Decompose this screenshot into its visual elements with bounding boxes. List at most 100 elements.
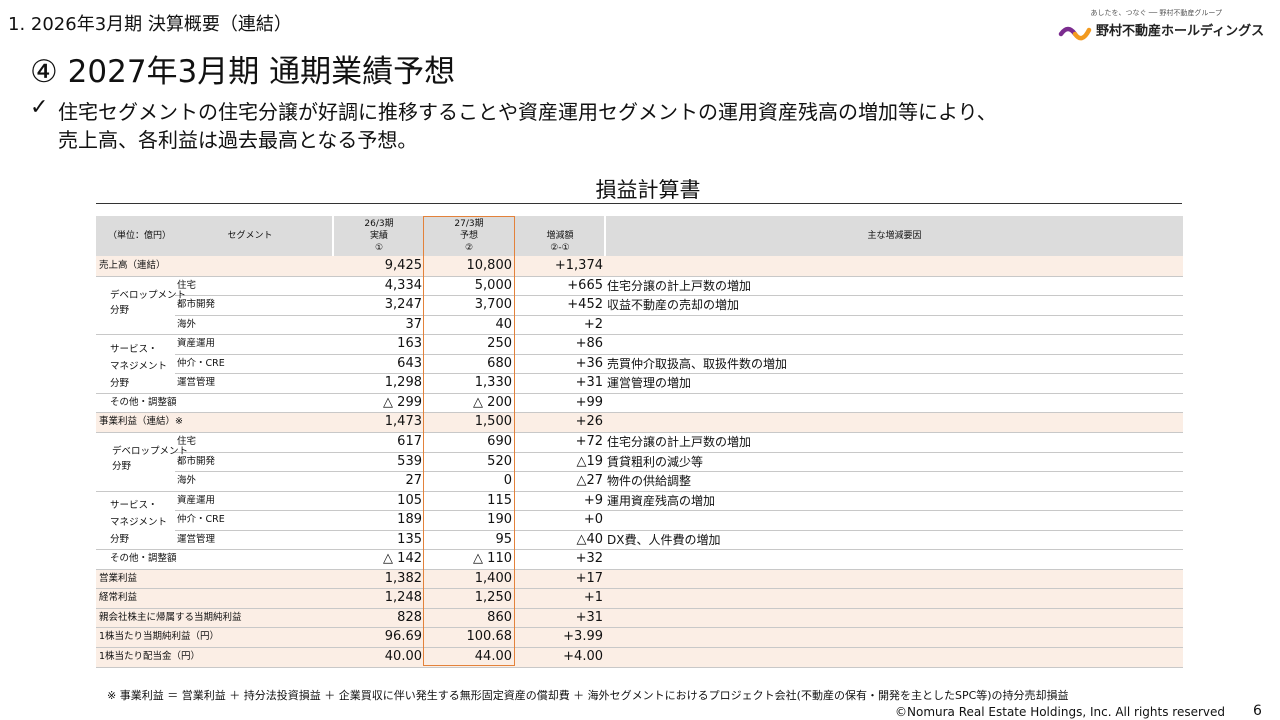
- row-divider: [96, 607, 1183, 609]
- cell-forecast: 860: [487, 609, 512, 625]
- row-divider: [175, 295, 1183, 297]
- cell-actual: 3,247: [384, 297, 422, 313]
- header-forecast-mark: ②: [464, 243, 474, 253]
- header-actual-mark: ①: [374, 243, 384, 253]
- group-label-line: マネジメント: [110, 517, 168, 528]
- cell-reason: 住宅分譲の計上戸数の増加: [607, 278, 752, 293]
- row-divider: [96, 275, 1183, 277]
- cell-forecast: 190: [487, 512, 512, 528]
- row-divider: [175, 471, 1183, 473]
- cell-forecast: 690: [487, 433, 512, 449]
- cell-change: △40: [576, 531, 603, 547]
- group-label-line: 分野: [112, 461, 132, 472]
- cell-actual: 96.69: [384, 629, 422, 645]
- row-shade: [96, 568, 1183, 589]
- row-shade: [96, 588, 1183, 608]
- row-label: 事業利益（連結）※: [99, 416, 183, 428]
- check-icon: ✓: [30, 95, 49, 120]
- cell-change: +3.99: [563, 629, 603, 645]
- header-forecast-period: 27/3期: [454, 219, 484, 229]
- row-shade: [96, 412, 1183, 432]
- cell-actual: 27: [405, 473, 422, 489]
- group-label-line: デベロップメント: [110, 290, 187, 301]
- header-forecast-label: 予想: [459, 231, 478, 241]
- cell-change: +665: [567, 277, 603, 293]
- footnote: ※ 事業利益 ＝ 営業利益 ＋ 持分法投資損益 ＋ 企業買収に伴い発生する無形固…: [107, 689, 1069, 702]
- group-label-line: 分野: [110, 378, 130, 389]
- row-sublabel: 住宅: [177, 435, 197, 447]
- cell-actual: 539: [397, 453, 422, 469]
- cell-actual: 1,473: [384, 414, 422, 430]
- group-label-line: 分野: [110, 305, 130, 316]
- row-sublabel: 運営管理: [177, 533, 216, 545]
- cell-forecast: 95: [495, 531, 512, 547]
- row-sublabel: 都市開発: [177, 299, 216, 311]
- group-label-service: サービス・ マネジメント 分野: [110, 341, 167, 392]
- bullet-line-2: 売上高、各利益は過去最高となる予想。: [58, 128, 418, 152]
- cell-actual: 643: [397, 355, 422, 371]
- cell-change: +99: [575, 394, 603, 410]
- row-label: 1株当たり当期純利益（円）: [99, 631, 220, 643]
- cell-change: +31: [575, 375, 603, 391]
- row-divider: [96, 588, 1183, 590]
- cell-change: +31: [575, 609, 603, 625]
- row-divider: [175, 451, 1183, 453]
- row-divider: [96, 392, 1183, 394]
- header-segment: セグメント: [227, 231, 273, 241]
- cell-actual: 163: [397, 336, 422, 352]
- cell-forecast: 5,000: [474, 277, 512, 293]
- row-label: その他・調整額: [110, 396, 177, 408]
- row-label: 売上高（連結）: [99, 260, 166, 271]
- cell-reason: 住宅分譲の計上戸数の増加: [607, 434, 752, 449]
- cell-change: +72: [575, 433, 603, 449]
- cell-forecast: 3,700: [474, 297, 512, 313]
- cell-forecast: △ 110: [473, 551, 512, 567]
- cell-forecast: 40: [495, 316, 512, 332]
- section-heading: 1. 2026年3月期 決算概要（連結）: [8, 14, 292, 35]
- cell-change: +17: [575, 570, 603, 586]
- group-label-line: デベロップメント: [112, 446, 189, 457]
- cell-actual: 9,425: [384, 258, 422, 273]
- row-divider: [96, 334, 1183, 336]
- header-reason: 主な増減要因: [867, 231, 922, 241]
- cell-change: +452: [567, 297, 603, 313]
- row-sublabel: 住宅: [177, 279, 197, 291]
- row-sublabel: 海外: [177, 318, 197, 330]
- cell-reason: 収益不動産の売却の増加: [607, 298, 740, 313]
- row-divider: [175, 353, 1183, 355]
- cell-reason: 物件の供給調整: [607, 474, 692, 489]
- cell-reason: 売買仲介取扱高、取扱件数の増加: [607, 356, 788, 371]
- cell-actual: 4,334: [384, 277, 422, 293]
- header-actual-period: 26/3期: [364, 219, 394, 229]
- group-label-development: デベロップメント 分野: [110, 288, 186, 318]
- cell-forecast: 250: [487, 336, 512, 352]
- row-label: その他・調整額: [110, 553, 177, 565]
- cell-forecast: 1,330: [474, 375, 512, 391]
- cell-actual: 37: [405, 316, 422, 332]
- cell-forecast: 100.68: [466, 629, 513, 645]
- row-divider: [96, 549, 1183, 551]
- cell-forecast: 0: [503, 473, 512, 489]
- cell-actual: 1,248: [384, 590, 422, 606]
- row-shade: [96, 627, 1183, 647]
- cell-reason: DX費、人件費の増加: [607, 532, 721, 547]
- header-divider: [604, 216, 606, 256]
- header-forecast: 27/3期 予想 ②: [424, 218, 514, 254]
- row-label: 1株当たり配当金（円）: [99, 651, 201, 662]
- row-shade: [96, 647, 1183, 667]
- cell-reason: 賃貸粗利の減少等: [607, 454, 704, 469]
- row-label: 親会社株主に帰属する当期純利益: [99, 611, 242, 623]
- cell-actual: △ 299: [383, 394, 422, 410]
- row-shade: [96, 607, 1183, 628]
- row-divider: [175, 314, 1183, 316]
- cell-reason: 運営管理の増加: [607, 376, 692, 391]
- cell-actual: 40.00: [384, 649, 422, 664]
- header-change: 増減額 ②-①: [515, 230, 605, 254]
- cell-change: +1: [583, 590, 603, 606]
- company-logo: あしたを、つなぐ ── 野村不動産グループ 野村不動産ホールディングス: [1058, 8, 1264, 42]
- row-sublabel: 資産運用: [177, 494, 216, 506]
- page-number: 6: [1253, 703, 1262, 719]
- cell-forecast: 1,400: [474, 570, 512, 586]
- row-divider: [96, 490, 1183, 492]
- cell-change: +86: [575, 336, 603, 352]
